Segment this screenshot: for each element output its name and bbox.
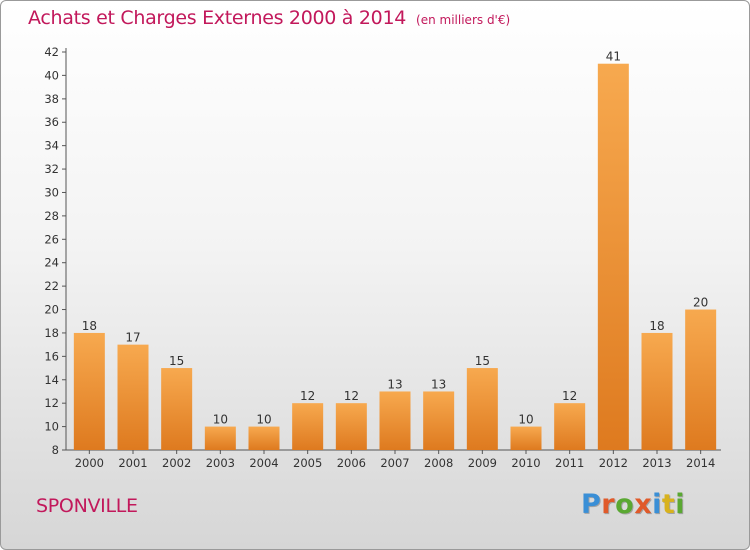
bar-2006[interactable]	[335, 403, 367, 450]
x-tick-label: 2001	[118, 456, 147, 470]
logo-letter: t	[661, 489, 676, 520]
y-tick-label: 12	[44, 396, 59, 410]
bar-2004[interactable]	[248, 426, 280, 450]
bar-2013[interactable]	[641, 332, 673, 450]
y-tick-label: 16	[44, 349, 59, 363]
proxiti-logo[interactable]: Proxiti	[581, 489, 691, 523]
x-tick-label: 2005	[293, 456, 322, 470]
y-tick-label: 40	[44, 68, 59, 82]
logo-letter: i	[675, 489, 686, 520]
bar-2001[interactable]	[117, 344, 149, 450]
bar-2000[interactable]	[73, 332, 105, 450]
y-tick-label: 8	[52, 443, 59, 457]
bar-value-label: 20	[693, 296, 708, 310]
y-tick-label: 14	[44, 373, 59, 387]
chart-title: Achats et Charges Externes 2000 à 2014 (e…	[28, 7, 510, 29]
bar-value-label: 12	[344, 389, 359, 403]
bar-value-label: 13	[431, 377, 446, 391]
y-tick-label: 30	[44, 185, 59, 199]
x-tick-label: 2013	[642, 456, 671, 470]
bar-2014[interactable]	[685, 309, 717, 450]
x-tick-label: 2004	[249, 456, 278, 470]
bar-2009[interactable]	[466, 368, 498, 450]
y-tick-label: 18	[44, 326, 59, 340]
logo-letter: P	[581, 489, 602, 520]
x-tick-label: 2011	[555, 456, 584, 470]
x-tick-label: 2014	[686, 456, 715, 470]
bar-value-label: 18	[82, 319, 97, 333]
y-tick-label: 38	[44, 92, 59, 106]
chart-title-text: Achats et Charges Externes 2000 à 2014	[28, 7, 407, 29]
logo-letter: i	[652, 489, 662, 520]
bar-value-label: 17	[125, 331, 140, 345]
x-tick-label: 2008	[424, 456, 453, 470]
bar-2010[interactable]	[510, 426, 542, 450]
y-tick-label: 34	[44, 139, 59, 153]
bar-value-label: 18	[649, 319, 664, 333]
y-tick-label: 10	[44, 420, 59, 434]
logo-letter: x	[634, 489, 653, 520]
bar-2007[interactable]	[379, 391, 411, 450]
chart-unit: (en milliers d'€)	[416, 13, 511, 27]
bar-value-label: 10	[213, 413, 228, 427]
bar-2008[interactable]	[423, 391, 455, 450]
x-tick-label: 2007	[380, 456, 409, 470]
bar-2003[interactable]	[204, 426, 236, 450]
logo-letter: r	[601, 489, 616, 520]
x-tick-label: 2010	[511, 456, 540, 470]
city-name: SPONVILLE	[36, 495, 138, 517]
x-tick-label: 2006	[337, 456, 366, 470]
x-tick-label: 2012	[599, 456, 628, 470]
y-tick-label: 28	[44, 209, 59, 223]
x-tick-label: 2003	[206, 456, 235, 470]
logo-letter: o	[615, 489, 635, 520]
bar-value-label: 10	[518, 413, 533, 427]
y-tick-label: 20	[44, 303, 59, 317]
y-tick-label: 36	[44, 115, 59, 129]
x-tick-label: 2009	[468, 456, 497, 470]
bar-value-label: 15	[475, 354, 490, 368]
y-tick-label: 26	[44, 232, 59, 246]
bar-value-label: 13	[387, 377, 402, 391]
bar-2011[interactable]	[554, 403, 586, 450]
x-tick-label: 2002	[162, 456, 191, 470]
bar-value-label: 15	[169, 354, 184, 368]
bar-value-label: 10	[256, 413, 271, 427]
bar-2002[interactable]	[161, 368, 193, 450]
bar-2005[interactable]	[292, 403, 324, 450]
x-tick-label: 2000	[75, 456, 104, 470]
bar-2012[interactable]	[597, 63, 629, 451]
y-tick-label: 24	[44, 256, 59, 270]
bar-value-label: 12	[562, 389, 577, 403]
bar-value-label: 12	[300, 389, 315, 403]
y-tick-label: 42	[44, 45, 59, 59]
y-tick-label: 22	[44, 279, 59, 293]
y-tick-label: 32	[44, 162, 59, 176]
bar-value-label: 41	[606, 50, 621, 64]
